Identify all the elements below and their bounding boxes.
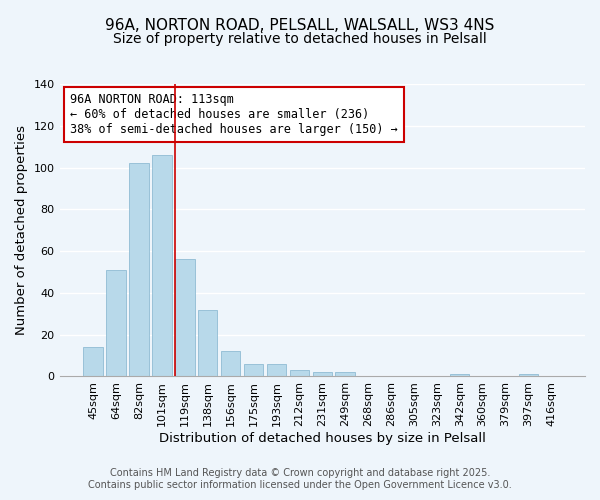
Bar — [221, 352, 241, 376]
Y-axis label: Number of detached properties: Number of detached properties — [15, 125, 28, 335]
Text: 96A, NORTON ROAD, PELSALL, WALSALL, WS3 4NS: 96A, NORTON ROAD, PELSALL, WALSALL, WS3 … — [106, 18, 494, 32]
Bar — [267, 364, 286, 376]
Bar — [290, 370, 309, 376]
Bar — [335, 372, 355, 376]
X-axis label: Distribution of detached houses by size in Pelsall: Distribution of detached houses by size … — [159, 432, 486, 445]
Bar — [244, 364, 263, 376]
Text: Size of property relative to detached houses in Pelsall: Size of property relative to detached ho… — [113, 32, 487, 46]
Bar — [83, 347, 103, 376]
Bar — [198, 310, 217, 376]
Bar — [129, 164, 149, 376]
Bar — [152, 155, 172, 376]
Bar — [313, 372, 332, 376]
Text: 96A NORTON ROAD: 113sqm
← 60% of detached houses are smaller (236)
38% of semi-d: 96A NORTON ROAD: 113sqm ← 60% of detache… — [70, 93, 398, 136]
Bar — [175, 260, 194, 376]
Bar — [450, 374, 469, 376]
Bar — [519, 374, 538, 376]
Text: Contains HM Land Registry data © Crown copyright and database right 2025.
Contai: Contains HM Land Registry data © Crown c… — [88, 468, 512, 490]
Bar — [106, 270, 126, 376]
